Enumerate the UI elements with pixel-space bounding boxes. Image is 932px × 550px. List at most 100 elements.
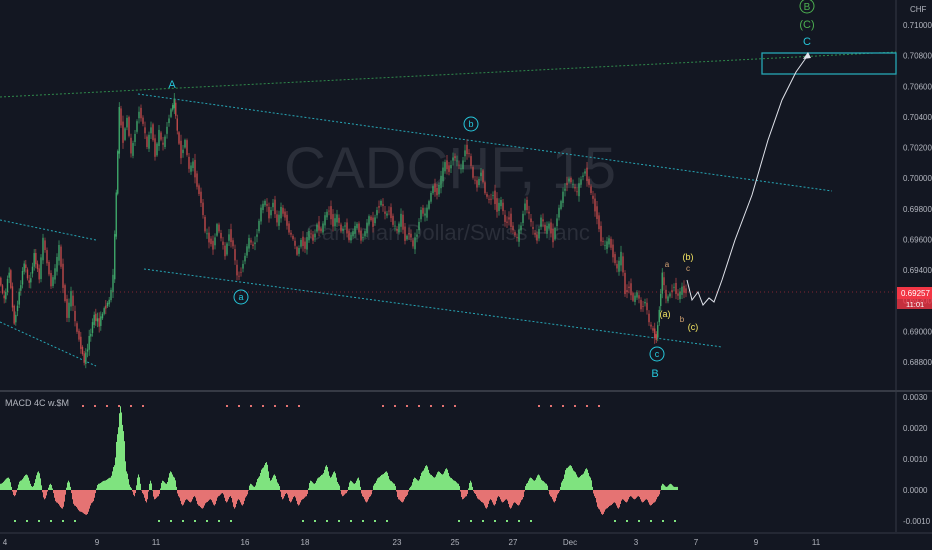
candle-body	[60, 246, 62, 267]
macd-bar	[93, 490, 94, 502]
macd-top-dot	[298, 405, 300, 407]
candle-body	[282, 207, 284, 214]
macd-bar	[251, 484, 252, 490]
lower-channel-line[interactable]	[143, 268, 723, 348]
macd-bar	[220, 490, 221, 495]
candle-body	[298, 248, 300, 254]
macd-bar	[173, 476, 174, 490]
projection-path[interactable]	[686, 54, 809, 306]
candle-body	[160, 132, 162, 140]
candle-body	[54, 268, 56, 280]
candle-body	[518, 229, 520, 242]
left-channel-lower[interactable]	[0, 321, 97, 367]
macd-bar	[663, 484, 664, 490]
target-zone-box[interactable]	[761, 52, 897, 75]
macd-bar	[0, 483, 1, 490]
macd-bar	[39, 473, 40, 490]
subwave-label-b-small: b	[680, 315, 685, 324]
macd-bar	[402, 490, 403, 503]
macd-bar	[124, 441, 125, 490]
macd-bar	[627, 490, 628, 502]
candle-body	[384, 211, 386, 214]
candle-body	[66, 298, 68, 318]
macd-top-dot	[586, 405, 588, 407]
macd-bar	[189, 490, 190, 502]
candle-body	[422, 207, 424, 214]
macd-bar	[405, 490, 406, 498]
macd-bar	[238, 490, 239, 500]
macd-bar	[493, 490, 494, 505]
macd-bar	[128, 479, 129, 490]
macd-bar	[550, 490, 551, 497]
candle-body	[350, 234, 352, 241]
price-tick-label: 0.70600	[903, 82, 932, 91]
macd-bar	[330, 477, 331, 490]
macd-bottom-dot	[62, 520, 64, 522]
candle-body	[274, 199, 276, 215]
candle-body	[134, 133, 136, 142]
candle-body	[326, 211, 328, 218]
macd-bar	[274, 474, 275, 490]
macd-indicator-label[interactable]: MACD 4C w.$M	[5, 398, 69, 408]
candle-body	[26, 269, 29, 279]
price-tick-label: 0.71000	[903, 21, 932, 30]
macd-bar	[271, 479, 272, 490]
macd-bar	[666, 486, 667, 490]
macd-bar	[262, 468, 263, 490]
macd-bar	[569, 465, 570, 490]
macd-bar	[348, 486, 349, 490]
time-tick-label: 9	[95, 538, 100, 547]
subwave-label-b-paren: (b)	[683, 252, 694, 262]
macd-bar	[314, 483, 315, 490]
candle-body	[618, 260, 620, 272]
macd-bar	[332, 474, 333, 490]
macd-bottom-dot	[230, 520, 232, 522]
drawings[interactable]	[0, 51, 897, 367]
macd-bar	[613, 490, 614, 503]
candle-body	[240, 271, 242, 273]
macd-bar	[118, 427, 119, 490]
macd-bar	[52, 488, 53, 490]
macd-bottom-dot	[374, 520, 376, 522]
price-tick-label: 0.70400	[903, 113, 932, 122]
macd-bar	[158, 490, 159, 497]
macd-bar	[385, 471, 386, 490]
long-trend-line[interactable]	[0, 51, 897, 98]
macd-bar	[193, 490, 194, 498]
candle-body	[336, 214, 338, 223]
time-tick-label: 23	[393, 538, 402, 547]
macd-bar	[488, 490, 489, 504]
candle-body	[28, 280, 30, 283]
macd-bar	[290, 490, 291, 503]
macd-bar	[7, 477, 8, 490]
candle-body	[310, 233, 312, 235]
macd-bar	[203, 490, 204, 508]
macd-bar	[416, 479, 417, 490]
candle-body	[332, 214, 334, 227]
macd-bar	[185, 490, 186, 501]
last-price-value: 0.69257	[901, 289, 930, 298]
macd-bar	[287, 490, 288, 495]
macd-pane[interactable]: MACD 4C w.$M 0.0030 0.0020 0.0010 0.0000 -0.…	[0, 392, 931, 532]
macd-bar	[614, 490, 615, 503]
candle-body	[392, 215, 394, 225]
macd-bar	[522, 490, 523, 500]
candle-body	[105, 305, 107, 309]
macd-bar	[626, 490, 627, 503]
candle-body	[156, 143, 158, 156]
macd-bar	[76, 490, 77, 508]
candle-body	[64, 285, 66, 301]
time-axis[interactable]: 4 9 11 16 18 23 25 27 Dec 3 7 9 11	[3, 538, 821, 547]
macd-bar	[98, 483, 99, 490]
macd-bar	[46, 490, 47, 496]
candle-body	[366, 222, 368, 234]
left-channel-upper[interactable]	[0, 219, 97, 241]
macd-bar	[248, 490, 249, 491]
macd-top-dot	[94, 405, 96, 407]
macd-bar	[505, 490, 506, 500]
time-tick-label: 3	[634, 538, 639, 547]
upper-channel-line[interactable]	[137, 93, 833, 192]
macd-bar	[12, 490, 13, 492]
macd-bar	[461, 490, 462, 498]
